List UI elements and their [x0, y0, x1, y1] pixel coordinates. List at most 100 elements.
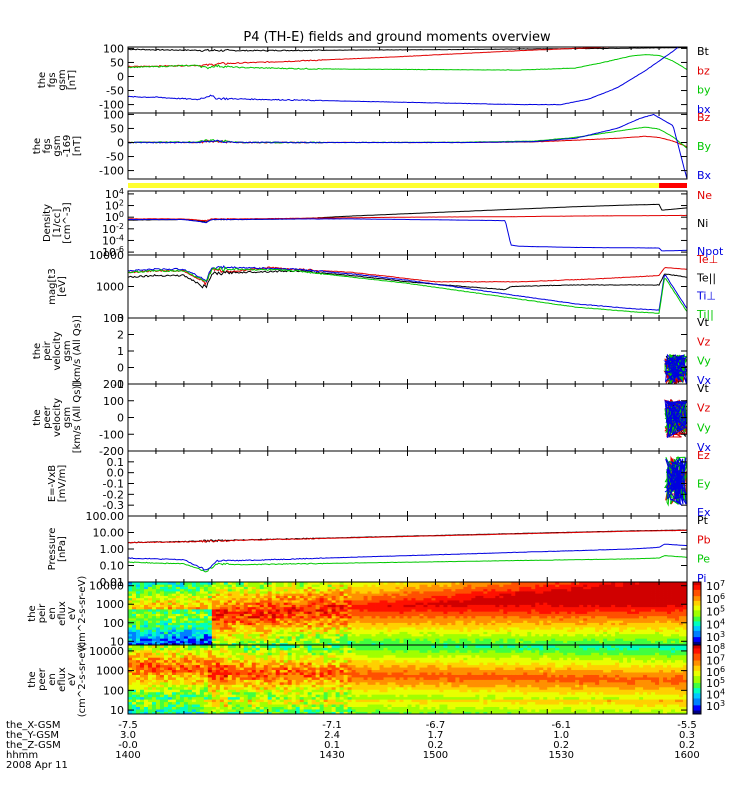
heatmap-cell — [135, 659, 141, 663]
heatmap-cell — [131, 696, 137, 700]
heatmap-cell — [471, 582, 476, 585]
heatmap-cell — [435, 627, 440, 630]
heatmap-cell — [579, 604, 584, 608]
heatmap-cell — [383, 636, 388, 639]
heatmap-cell — [151, 606, 157, 610]
heatmap-cell — [643, 622, 648, 626]
heatmap-cell — [487, 631, 492, 635]
heatmap-cell — [147, 681, 153, 685]
heatmap-cell — [475, 606, 480, 610]
heatmap-cell — [155, 613, 161, 617]
heatmap-cell — [491, 597, 496, 601]
heatmap-cell — [135, 629, 141, 632]
heatmap-cell — [683, 638, 687, 641]
heatmap-cell — [203, 609, 209, 612]
heatmap-cell — [363, 636, 368, 639]
heatmap-cell — [559, 584, 564, 587]
heatmap-cell — [547, 584, 552, 587]
heatmap-cell — [547, 593, 552, 596]
heatmap-cell — [663, 627, 668, 630]
heatmap-cell — [559, 595, 564, 599]
y-axis-label: eflux — [57, 601, 68, 626]
heatmap-cell — [159, 613, 165, 617]
y-tick-label: 100 — [103, 312, 124, 325]
heatmap-cell — [659, 629, 664, 632]
heatmap-cell — [407, 602, 412, 605]
heatmap-cell — [339, 602, 345, 605]
heatmap-cell — [183, 582, 189, 585]
heatmap-cell — [163, 627, 169, 630]
y-tick-label: 0 — [117, 362, 124, 375]
heatmap-cell — [375, 633, 380, 637]
heatmap-cell — [571, 595, 576, 599]
legend-label-2: Ex — [697, 506, 711, 519]
heatmap-cell — [139, 686, 145, 690]
heatmap-cell — [611, 584, 616, 587]
heatmap-cell — [155, 620, 161, 623]
heatmap-cell — [631, 622, 636, 626]
heatmap-cell — [187, 595, 193, 599]
heatmap-cell — [347, 636, 352, 639]
heatmap-cell — [303, 584, 309, 587]
heatmap-cell — [347, 600, 352, 603]
heatmap-cell — [199, 595, 205, 599]
heatmap-cell — [151, 615, 157, 619]
heatmap-cell — [295, 582, 301, 585]
heatmap-cell — [155, 662, 161, 666]
heatmap-cell — [479, 609, 484, 612]
heatmap-cell — [375, 620, 380, 623]
heatmap-cell — [287, 606, 293, 610]
heatmap-cell — [347, 631, 352, 635]
heatmap-cell — [251, 588, 257, 592]
heatmap-cell — [131, 694, 137, 698]
heatmap-cell — [563, 615, 568, 619]
heatmap-cell — [135, 595, 141, 599]
heatmap-cell — [211, 600, 217, 603]
heatmap-cell — [251, 586, 257, 590]
heatmap-cell — [463, 591, 468, 594]
heatmap-cell — [131, 591, 137, 594]
heatmap-cell — [599, 629, 604, 632]
heatmap-cell — [327, 588, 333, 592]
heatmap-cell — [539, 584, 544, 587]
heatmap-cell — [619, 604, 624, 608]
colorbar-swatch — [693, 586, 701, 589]
heatmap-cell — [331, 584, 337, 587]
heatmap-cell — [223, 606, 229, 610]
heatmap-cell — [511, 638, 516, 641]
heatmap-cell — [303, 591, 309, 594]
heatmap-cell — [159, 659, 165, 663]
heatmap-cell — [343, 602, 348, 605]
heatmap-cell — [423, 627, 428, 630]
legend-label-1: By — [697, 140, 712, 153]
heatmap-cell — [155, 588, 161, 592]
heatmap-cell — [247, 602, 253, 605]
heatmap-cell — [435, 613, 440, 617]
heatmap-cell — [283, 588, 289, 592]
heatmap-cell — [543, 595, 548, 599]
heatmap-cell — [275, 593, 281, 596]
heatmap-cell — [495, 593, 500, 596]
heatmap-cell — [539, 620, 544, 623]
heatmap-cell — [423, 631, 428, 635]
heatmap-cell — [223, 602, 229, 605]
heatmap-cell — [583, 600, 588, 603]
heatmap-cell — [599, 620, 604, 623]
heatmap-cell — [503, 620, 508, 623]
heatmap-cell — [547, 591, 552, 594]
heatmap-cell — [467, 597, 472, 601]
heatmap-cell — [459, 609, 464, 612]
heatmap-cell — [339, 629, 345, 632]
heatmap-cell — [659, 588, 664, 592]
heatmap-cell — [611, 642, 616, 645]
heatmap-cell — [303, 597, 309, 601]
heatmap-cell — [671, 584, 676, 587]
heatmap-cell — [639, 591, 644, 594]
heatmap-cell — [399, 636, 404, 639]
heatmap-cell — [439, 618, 444, 621]
heatmap-cell — [199, 611, 205, 614]
heatmap-cell — [407, 593, 412, 596]
heatmap-cell — [607, 604, 612, 608]
heatmap-cell — [183, 689, 189, 693]
heatmap-cell — [655, 582, 660, 585]
